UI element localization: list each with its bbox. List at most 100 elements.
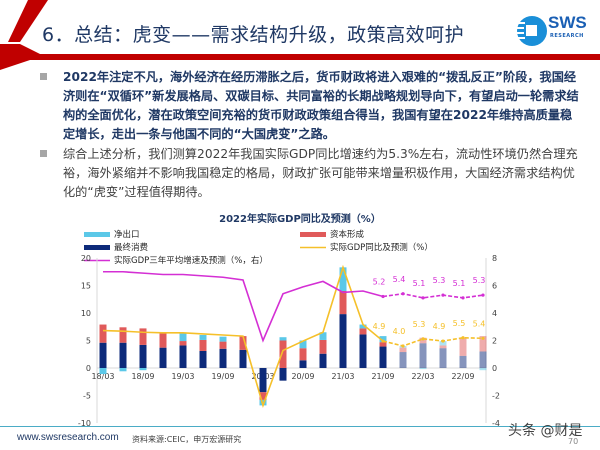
data-label: 5.1	[453, 279, 466, 288]
bar-segment	[319, 339, 327, 354]
bar-segment	[199, 339, 207, 351]
data-point	[441, 293, 445, 297]
y-tick-right: -2	[492, 392, 500, 401]
y-tick-left: 15	[81, 282, 91, 291]
bar-segment	[179, 345, 187, 368]
bar-segment	[199, 350, 207, 368]
bar-segment	[339, 314, 347, 368]
bar-segment	[259, 368, 267, 393]
y-tick-right: 4	[492, 309, 497, 318]
data-label: 5.2	[373, 278, 386, 287]
data-point	[441, 339, 445, 343]
page-title: 6．总结：虎变——需求结构升级，政策高效呵护	[42, 24, 465, 46]
x-tick-label: 20/09	[291, 372, 314, 381]
data-point	[461, 296, 465, 300]
sws-logo-icon	[517, 16, 547, 46]
source-note: 资料来源:CEIC，申万宏源研究	[132, 435, 242, 444]
bar-segment	[439, 348, 447, 368]
bar-segment	[359, 334, 367, 368]
data-label: 5.5	[453, 319, 466, 328]
bar-segment	[99, 342, 107, 368]
bar-segment	[219, 336, 227, 342]
bar-segment	[439, 341, 447, 346]
y-tick-right: 8	[492, 254, 497, 263]
data-point	[401, 344, 405, 348]
bullet-text: 综合上述分析，我们测算2022年我国实际GDP同比增速约为5.3%左右，流动性环…	[63, 147, 578, 199]
bar-segment	[139, 344, 147, 368]
bar-segment	[179, 332, 187, 342]
bar-segment	[279, 368, 287, 381]
data-point	[401, 292, 405, 296]
website-link[interactable]: www.swsresearch.com	[17, 432, 119, 443]
bullet-square-icon	[40, 150, 47, 157]
data-label: 5.1	[413, 279, 426, 288]
bullet-square-icon	[40, 73, 47, 80]
data-point	[461, 336, 465, 340]
data-label: 5.3	[473, 276, 486, 285]
data-label: 5.4	[473, 319, 486, 328]
bar-segment	[359, 324, 367, 329]
bar-segment	[279, 340, 287, 368]
x-tick-label: 18/03	[91, 372, 114, 381]
data-label: 5.3	[433, 276, 446, 285]
bar-segment	[439, 345, 447, 349]
bar-segment	[239, 349, 247, 368]
data-point	[381, 294, 385, 299]
y-tick-right: -4	[492, 419, 500, 428]
bar-segment	[139, 368, 147, 371]
y-tick-left: 5	[86, 337, 91, 346]
bar-segment	[339, 267, 347, 291]
series-line	[103, 270, 384, 343]
legend-swatch	[84, 232, 110, 237]
x-tick-label: 21/03	[331, 372, 354, 381]
y-tick-left: 0	[86, 364, 91, 373]
y-tick-left: -10	[78, 419, 91, 428]
x-tick-label: 22/09	[451, 372, 474, 381]
bar-segment	[479, 368, 487, 371]
series-line-forecast	[382, 292, 484, 299]
data-label: 4.9	[373, 322, 386, 331]
bar-segment	[219, 348, 227, 368]
data-point	[421, 296, 425, 300]
x-tick-label: 18/09	[131, 372, 154, 381]
bar-segment	[279, 337, 287, 341]
y-tick-right: 6	[492, 282, 497, 291]
data-point	[481, 293, 485, 297]
page-number: 70	[568, 437, 579, 446]
bar-segment	[399, 347, 407, 353]
footer-divider	[0, 426, 600, 427]
y-tick-right: 2	[492, 337, 497, 346]
bar-segment	[479, 336, 487, 352]
legend-label: 实际GDP同比及预测（%）	[330, 242, 433, 253]
y-tick-left: -5	[83, 392, 91, 401]
bar-segment	[479, 351, 487, 368]
logo-subtext: RESEARCH	[550, 33, 584, 39]
bar-segment	[359, 328, 367, 335]
bullet-text: 2022年注定不凡，海外经济在经历滞胀之后，货币财政将进入艰难的“拨乱反正”阶段…	[63, 70, 579, 141]
bar-segment	[379, 346, 387, 368]
header-decoration	[0, 0, 600, 70]
bar-segment	[99, 324, 107, 343]
x-tick-label: 19/09	[211, 372, 234, 381]
x-tick-label: 21/09	[371, 372, 394, 381]
legend-label: 实际GDP三年平均增速及预测（%，右）	[114, 255, 268, 266]
bar-segment	[419, 343, 427, 368]
bar-segment	[259, 392, 267, 400]
data-point	[421, 337, 425, 341]
x-tick-label: 22/03	[411, 372, 434, 381]
bar-segment	[119, 342, 127, 368]
bar-segment	[319, 353, 327, 368]
bullet-1: 2022年注定不凡，海外经济在经历滞胀之后，货币财政将进入艰难的“拨乱反正”阶段…	[40, 68, 580, 144]
bar-segment	[339, 291, 347, 315]
bar-segment	[139, 328, 147, 345]
red-header-band	[0, 44, 600, 70]
legend-swatch	[300, 232, 326, 237]
bar-segment	[299, 348, 307, 361]
data-point	[381, 339, 385, 343]
red-diagonal-stripe	[8, 0, 48, 42]
y-tick-left: 10	[81, 309, 91, 318]
series-line-forecast	[382, 336, 484, 347]
data-label: 4.0	[393, 327, 406, 336]
logo-text: SWS	[548, 13, 587, 32]
